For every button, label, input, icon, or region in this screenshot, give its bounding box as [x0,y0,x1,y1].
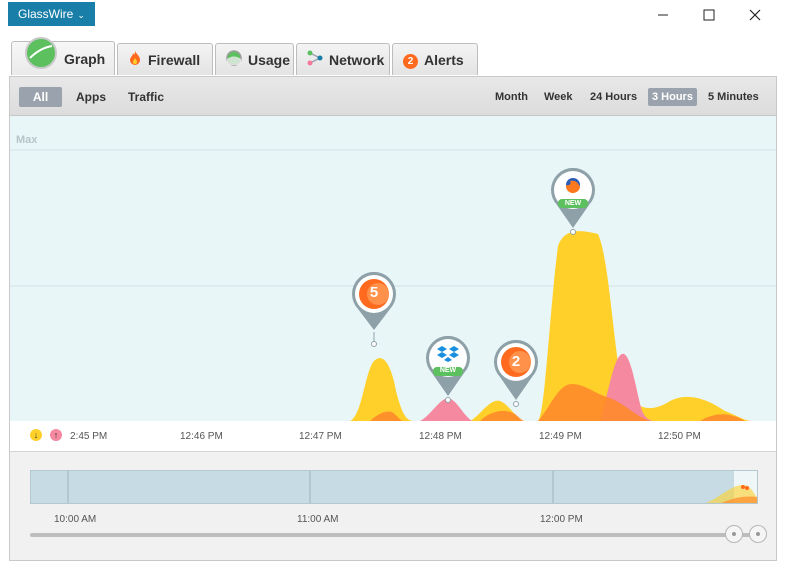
filter-traffic-button[interactable]: Traffic [128,90,165,104]
close-button[interactable] [743,4,767,26]
alert-pin-dropbox [426,335,470,403]
alert-pin-2 [494,339,538,407]
range-week-button[interactable]: Week [544,91,573,103]
tab-usage[interactable]: Usage [215,43,294,75]
minimize-button[interactable] [651,4,675,26]
outgoing-legend-icon[interactable]: ↑ [50,429,62,441]
tab-graph-label: Graph [64,50,106,67]
network-icon [307,50,323,69]
graph-max-label: Max [16,134,38,146]
time-label: 12:50 PM [658,431,701,442]
alerts-badge-icon: 2 [403,51,418,69]
range-3-hours-button[interactable]: 3 Hours [648,88,697,106]
time-label: 2:45 PM [70,431,108,442]
alert-pin-5 [352,271,396,347]
close-icon [749,9,761,21]
tab-network[interactable]: Network [296,43,390,75]
alerts-count-badge: 2 [403,53,418,69]
usage-icon [226,50,242,69]
app-menu-button[interactable]: GlassWire ⌄ [8,2,95,26]
pin-5-count[interactable]: 5 [369,284,379,301]
pin-firefox-new-label[interactable]: NEW [564,200,582,207]
time-label: 12:48 PM [419,431,462,442]
alert-pin-firefox [551,167,595,235]
graph-icon [24,37,58,73]
overview-time-label: 12:00 PM [540,514,583,525]
range-month-button[interactable]: Month [495,91,528,103]
dropbox-icon [437,346,459,362]
flame-icon [128,50,142,69]
chevron-down-icon: ⌄ [77,10,85,20]
overview-time-label: 10:00 AM [54,514,97,525]
traffic-graph-svg [10,149,776,421]
pin-dropbox-new-label[interactable]: NEW [439,367,457,374]
tab-firewall[interactable]: Firewall [117,43,213,75]
combined-traffic-area [370,384,745,421]
timeline-overview[interactable] [30,470,758,504]
firefox-icon [565,178,580,194]
minimize-icon [658,14,668,16]
time-label: 12:49 PM [539,431,582,442]
maximize-button[interactable] [697,4,721,26]
filter-apps-button[interactable]: Apps [76,90,106,104]
timeline-handle-right[interactable] [749,525,767,543]
filter-bar: All Apps Traffic Month Week 24 Hours 3 H… [10,77,776,116]
overview-svg [67,471,757,503]
incoming-legend-icon[interactable]: ↓ [30,429,42,441]
traffic-graph[interactable]: Max [10,116,776,421]
incoming-traffic-area [350,231,752,421]
tab-network-label: Network [329,51,385,68]
maximize-icon [703,9,715,21]
timeline-slider-track[interactable] [30,533,758,537]
range-24-hours-button[interactable]: 24 Hours [590,91,638,103]
tab-graph[interactable]: Graph [11,37,115,75]
pin-2-count[interactable]: 2 [511,353,521,370]
tab-alerts-label: Alerts [424,51,464,68]
timeline-handle-left[interactable] [725,525,743,543]
graph-panel: All Apps Traffic Month Week 24 Hours 3 H… [9,76,777,561]
time-label: 12:46 PM [180,431,223,442]
time-label: 12:47 PM [299,431,342,442]
app-menu-label: GlassWire [18,7,74,21]
range-5-minutes-button[interactable]: 5 Minutes [708,91,759,103]
filter-all-button[interactable]: All [19,87,62,107]
tab-usage-label: Usage [248,51,291,68]
overview-time-label: 11:00 AM [297,514,339,525]
graph-time-axis: ↓ ↑ 2:45 PM 12:46 PM 12:47 PM 12:48 PM 1… [10,421,776,452]
tab-alerts[interactable]: 2 Alerts [392,43,478,75]
tab-firewall-label: Firewall [148,51,201,68]
